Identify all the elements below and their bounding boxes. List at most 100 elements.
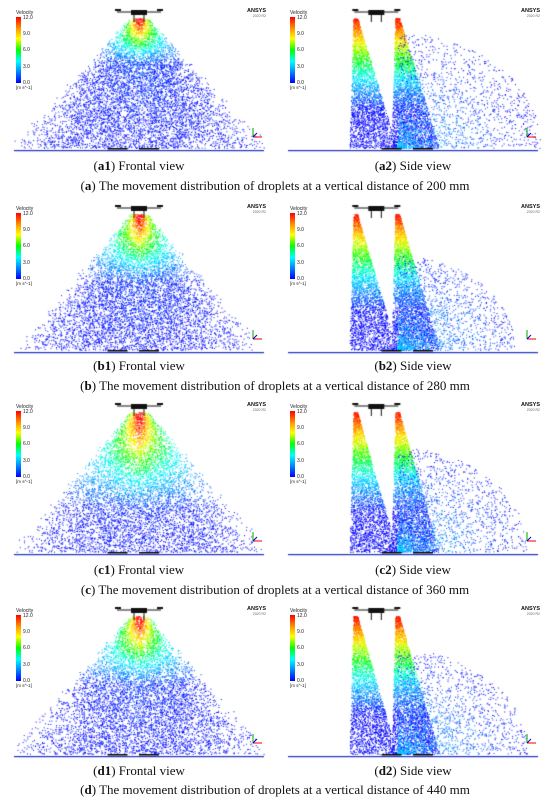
legend-tick: 3.0 [23, 260, 30, 266]
frontal-view-panel-d1: Velocity 12.0 9.0 6.0 3.0 0.0 [m s^-1] A… [8, 602, 270, 760]
legend-tick: 12.0 [297, 409, 307, 415]
row-title-b: (b) The movement distribution of droplet… [80, 378, 470, 393]
legend-tick: 12.0 [297, 15, 307, 21]
legend-tick: 9.0 [23, 31, 30, 37]
legend-tick: 0.0 [297, 474, 304, 480]
legend-unit: [m s^-1] [290, 281, 306, 286]
droplet-plot-d1 [8, 602, 270, 760]
axis-triad-icon [526, 128, 536, 138]
legend-tick: 3.0 [297, 260, 304, 266]
axis-triad-icon [252, 128, 262, 138]
legend-unit: [m s^-1] [16, 85, 32, 90]
legend-tick: 12.0 [23, 613, 33, 619]
droplet-plot-c2 [282, 398, 544, 558]
ansys-logo: ANSYS 2020 R2 [247, 402, 266, 412]
legend-tick: 6.0 [297, 243, 304, 249]
axis-triad-icon [526, 532, 536, 542]
legend-tick: 6.0 [23, 243, 30, 249]
panel-caption-b1: (b1) Frontal view [93, 358, 185, 373]
row-title-d: (d) The movement distribution of droplet… [80, 782, 470, 797]
ansys-logo: ANSYS 2020 R2 [521, 402, 540, 412]
velocity-legend: Velocity 12.0 9.0 6.0 3.0 0.0 [m s^-1] [290, 206, 330, 290]
legend-label: Velocity [16, 10, 34, 16]
legend-tick: 3.0 [297, 662, 304, 668]
legend-tick: 12.0 [297, 613, 307, 619]
legend-unit: [m s^-1] [290, 479, 306, 484]
legend-tick: 6.0 [23, 441, 30, 447]
ansys-logo: ANSYS 2020 R2 [521, 606, 540, 616]
velocity-legend: Velocity 12.0 9.0 6.0 3.0 0.0 [m s^-1] [16, 10, 56, 94]
legend-label: Velocity [290, 608, 308, 614]
legend-unit: [m s^-1] [16, 281, 32, 286]
droplet-plot-b2 [282, 200, 544, 356]
velocity-colorbar [16, 615, 21, 681]
droplet-plot-a2 [282, 4, 544, 154]
side-view-panel-a2: Velocity 12.0 9.0 6.0 3.0 0.0 [m s^-1] A… [282, 4, 544, 154]
legend-tick: 3.0 [23, 662, 30, 668]
legend-tick: 6.0 [297, 441, 304, 447]
legend-label: Velocity [16, 206, 34, 212]
axis-triad-icon [526, 734, 536, 744]
legend-tick: 9.0 [297, 425, 304, 431]
legend-unit: [m s^-1] [16, 479, 32, 484]
frontal-view-panel-a1: Velocity 12.0 9.0 6.0 3.0 0.0 [m s^-1] A… [8, 4, 270, 154]
side-view-panel-c2: Velocity 12.0 9.0 6.0 3.0 0.0 [m s^-1] A… [282, 398, 544, 558]
legend-tick: 3.0 [23, 64, 30, 70]
row-title-a: (a) The movement distribution of droplet… [80, 178, 470, 193]
axis-triad-icon [252, 734, 262, 744]
legend-unit: [m s^-1] [290, 683, 306, 688]
velocity-colorbar [16, 213, 21, 279]
axis-triad-icon [252, 330, 262, 340]
legend-tick: 3.0 [297, 64, 304, 70]
frontal-view-panel-b1: Velocity 12.0 9.0 6.0 3.0 0.0 [m s^-1] A… [8, 200, 270, 356]
row-title-c: (c) The movement distribution of droplet… [80, 582, 470, 597]
legend-tick: 0.0 [297, 276, 304, 282]
legend-tick: 0.0 [23, 678, 30, 684]
panel-caption-b2: (b2) Side view [374, 358, 452, 373]
legend-tick: 9.0 [23, 227, 30, 233]
legend-tick: 9.0 [297, 227, 304, 233]
legend-tick: 6.0 [23, 645, 30, 651]
velocity-colorbar [290, 17, 295, 83]
legend-tick: 9.0 [297, 629, 304, 635]
legend-tick: 6.0 [297, 47, 304, 53]
side-view-panel-b2: Velocity 12.0 9.0 6.0 3.0 0.0 [m s^-1] A… [282, 200, 544, 356]
legend-tick: 12.0 [297, 211, 307, 217]
panel-caption-c1: (c1) Frontal view [93, 562, 185, 577]
legend-unit: [m s^-1] [16, 683, 32, 688]
legend-tick: 3.0 [23, 458, 30, 464]
velocity-legend: Velocity 12.0 9.0 6.0 3.0 0.0 [m s^-1] [290, 608, 330, 692]
ansys-logo: ANSYS 2020 R2 [247, 8, 266, 18]
velocity-colorbar [16, 411, 21, 477]
ansys-logo: ANSYS 2020 R2 [521, 8, 540, 18]
axis-triad-icon [526, 330, 536, 340]
velocity-colorbar [16, 17, 21, 83]
velocity-legend: Velocity 12.0 9.0 6.0 3.0 0.0 [m s^-1] [290, 404, 330, 488]
legend-tick: 9.0 [297, 31, 304, 37]
panel-caption-d1: (d1) Frontal view [93, 763, 185, 778]
velocity-legend: Velocity 12.0 9.0 6.0 3.0 0.0 [m s^-1] [290, 10, 330, 94]
droplet-plot-d2 [282, 602, 544, 760]
legend-tick: 0.0 [297, 80, 304, 86]
velocity-colorbar [290, 213, 295, 279]
legend-label: Velocity [290, 206, 308, 212]
axis-triad-icon [252, 532, 262, 542]
velocity-colorbar [290, 411, 295, 477]
velocity-colorbar [290, 615, 295, 681]
legend-tick: 12.0 [23, 409, 33, 415]
legend-tick: 9.0 [23, 425, 30, 431]
legend-tick: 6.0 [297, 645, 304, 651]
legend-tick: 6.0 [23, 47, 30, 53]
panel-caption-a1: (a1) Frontal view [93, 158, 185, 173]
legend-tick: 12.0 [23, 211, 33, 217]
velocity-legend: Velocity 12.0 9.0 6.0 3.0 0.0 [m s^-1] [16, 404, 56, 488]
legend-tick: 9.0 [23, 629, 30, 635]
legend-unit: [m s^-1] [290, 85, 306, 90]
legend-tick: 12.0 [23, 15, 33, 21]
side-view-panel-d2: Velocity 12.0 9.0 6.0 3.0 0.0 [m s^-1] A… [282, 602, 544, 760]
droplet-plot-c1 [8, 398, 270, 558]
velocity-legend: Velocity 12.0 9.0 6.0 3.0 0.0 [m s^-1] [16, 206, 56, 290]
legend-label: Velocity [290, 404, 308, 410]
droplet-plot-b1 [8, 200, 270, 356]
panel-caption-d2: (d2) Side view [374, 763, 452, 778]
